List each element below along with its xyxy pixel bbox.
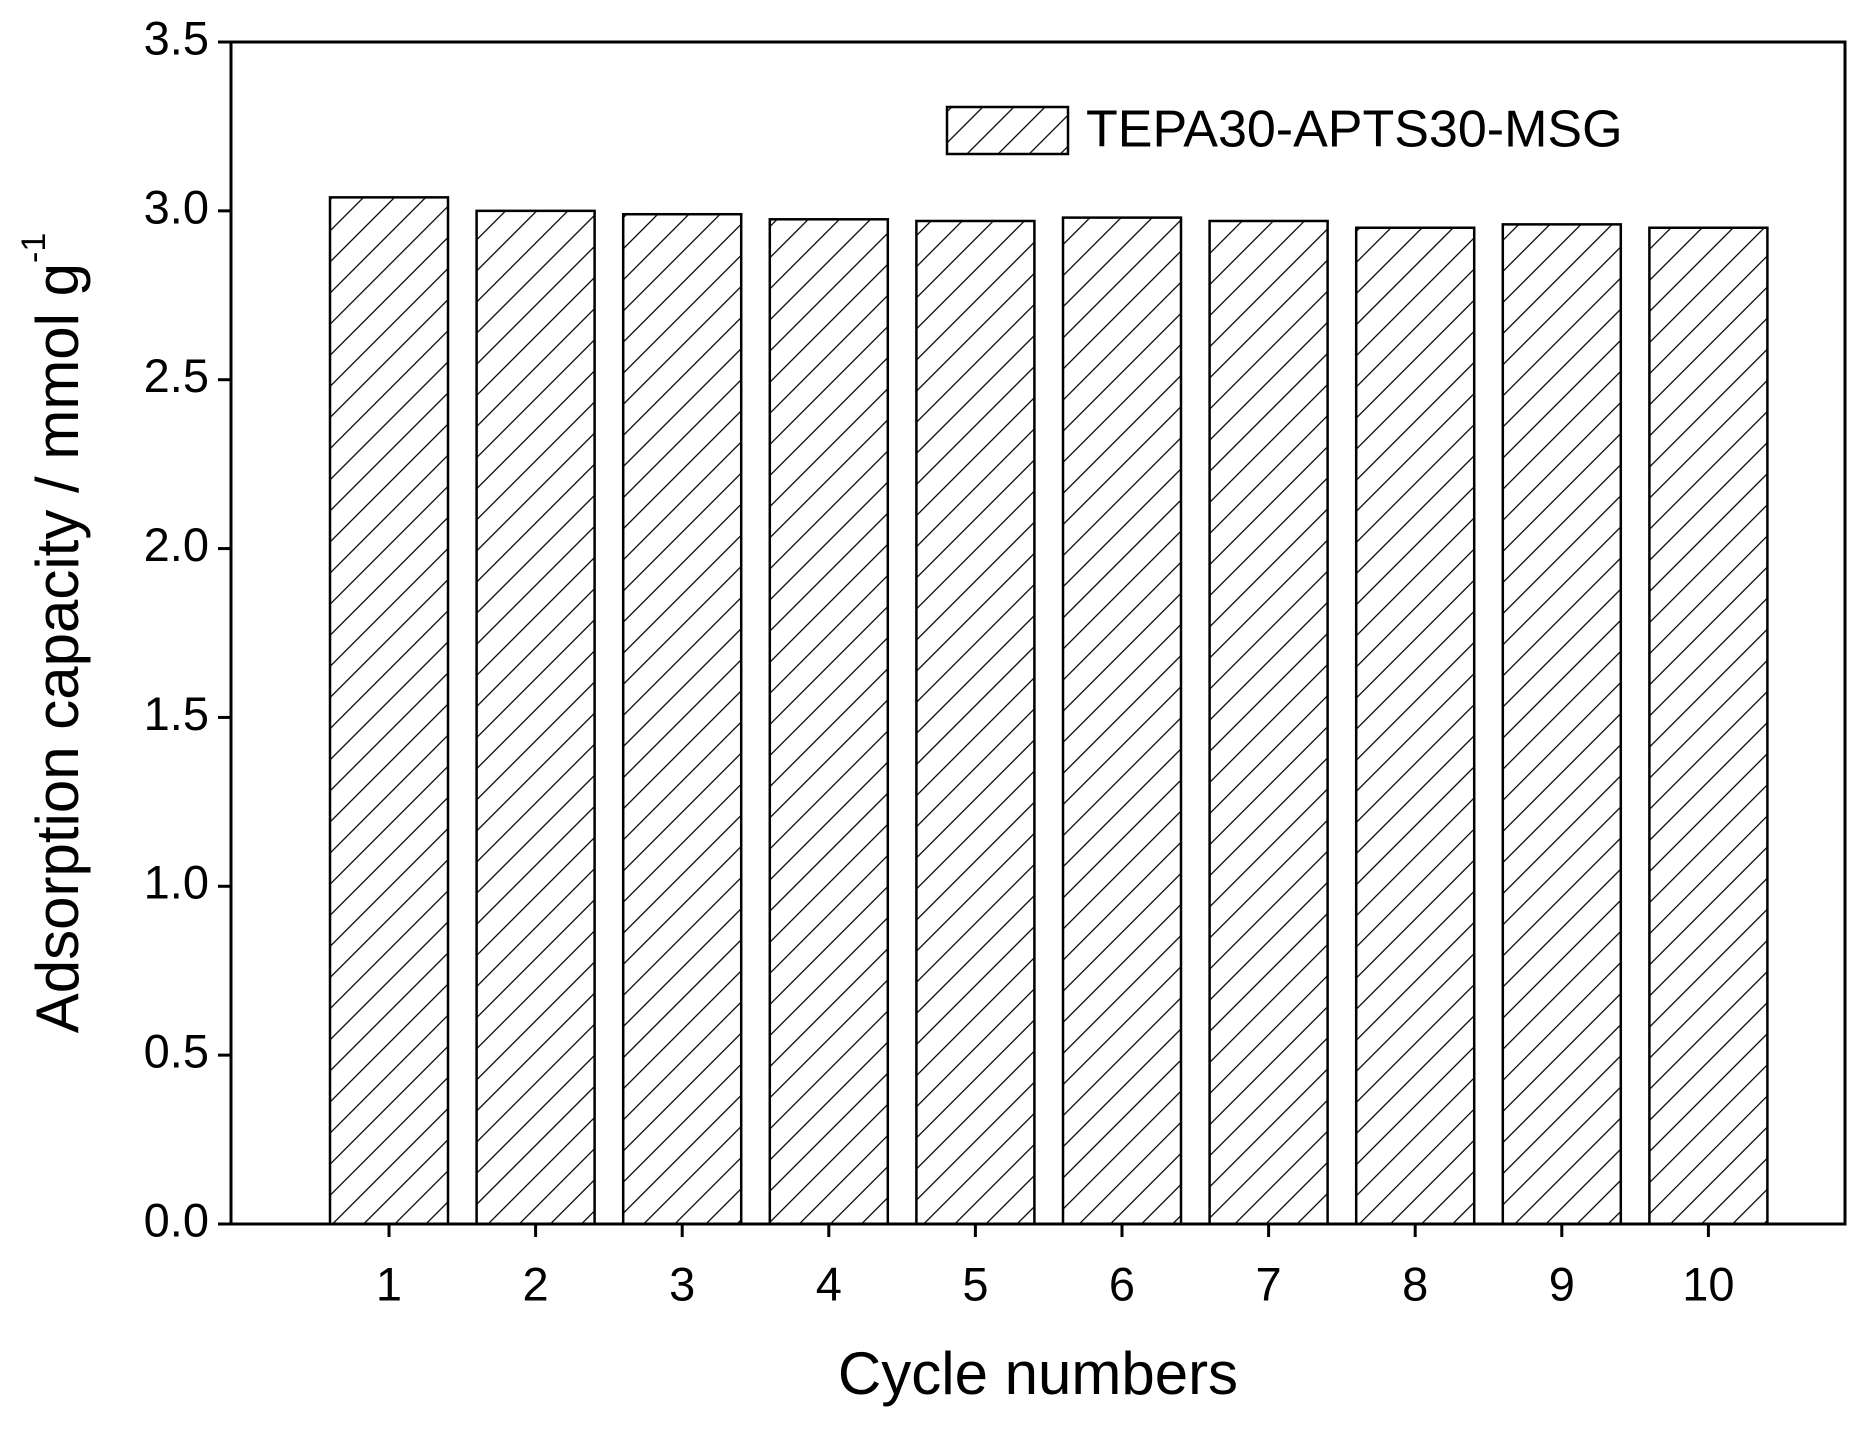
y-tick-label: 2.5 xyxy=(144,349,209,402)
bar xyxy=(1501,223,1623,1226)
x-tick-label: 6 xyxy=(1109,1257,1135,1310)
x-tick-label: 1 xyxy=(376,1257,402,1310)
y-tick-label: 0.5 xyxy=(144,1025,209,1078)
x-tick-label: 2 xyxy=(523,1257,549,1310)
y-tick-label: 3.0 xyxy=(144,180,209,233)
bar xyxy=(768,218,890,1226)
legend-swatch xyxy=(945,105,1070,156)
bar xyxy=(1061,216,1183,1226)
x-tick-label: 9 xyxy=(1549,1257,1575,1310)
x-tick-label: 10 xyxy=(1682,1257,1734,1310)
bar xyxy=(475,209,596,1226)
y-tick-label: 0.0 xyxy=(144,1193,209,1246)
bar xyxy=(1208,219,1329,1226)
y-axis-title-main: Adsorption capacity / mmol g xyxy=(24,263,91,1033)
y-tick-label: 1.5 xyxy=(144,687,209,740)
x-tick-label: 8 xyxy=(1402,1257,1428,1310)
plot-frame xyxy=(229,40,1847,1226)
legend-text: TEPA30-APTS30-MSG xyxy=(1086,101,1623,159)
bar xyxy=(1354,226,1476,1226)
x-tick-label: 3 xyxy=(669,1257,695,1310)
y-tick-label: 1.0 xyxy=(144,856,209,909)
y-tick-label: 3.5 xyxy=(144,11,209,64)
bar xyxy=(328,196,450,1226)
x-tick-label: 4 xyxy=(816,1257,842,1310)
bar xyxy=(1648,226,1769,1226)
x-axis-title: Cycle numbers xyxy=(838,1340,1238,1407)
x-tick-label: 7 xyxy=(1256,1257,1282,1310)
bar xyxy=(621,212,743,1226)
bar xyxy=(915,219,1036,1226)
y-axis-title-group: Adsorption capacity / mmol g-1 xyxy=(15,233,91,1034)
y-axis-title-sup: -1 xyxy=(15,233,53,263)
y-axis-title: Adsorption capacity / mmol g-1 xyxy=(15,233,91,1034)
x-tick-label: 5 xyxy=(962,1257,988,1310)
y-tick-label: 2.0 xyxy=(144,518,209,571)
